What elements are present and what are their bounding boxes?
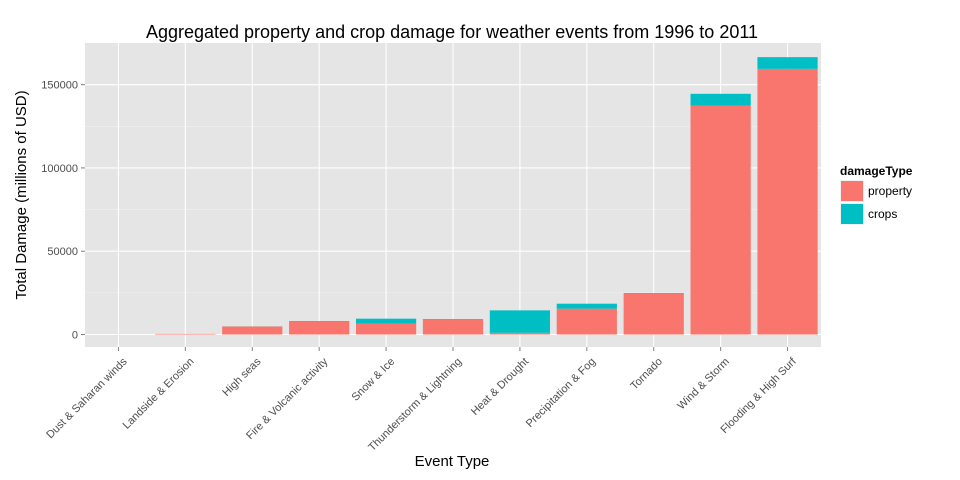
bar-crops [422,319,484,321]
x-tick-label: Dust & Saharan winds [44,355,130,441]
bar-property [222,326,283,335]
y-tick-label: 50000 [47,246,78,258]
bar-property [155,333,216,335]
bar-crops [355,318,417,324]
bar-property [623,293,684,335]
bar-property [489,332,551,335]
legend-label: crops [868,207,897,221]
legend-swatch-crops [841,204,863,224]
bar-property [289,321,350,335]
legend-title: damageType [840,164,913,178]
bar-crops [556,303,617,309]
bar-property [690,105,751,335]
y-tick-label: 0 [72,330,78,342]
bar-property [422,320,484,335]
x-tick-label: Landside & Erosion [121,356,197,432]
x-tick-label: Flooding & High Surf [719,355,800,436]
bars [88,57,818,335]
bar-property [355,323,417,335]
x-axis-title: Event Type [415,453,490,470]
y-tick-label: 100000 [41,163,78,175]
chart-title: Aggregated property and crop damage for … [146,22,758,42]
y-tick-label: 150000 [41,80,78,92]
bar-crops [623,293,684,294]
x-tick-label: Snow & Ice [349,356,397,404]
legend-label: property [868,184,912,198]
x-tick-label: Tornado [628,356,665,393]
bar-crops [489,310,551,333]
bar-crops [289,321,350,322]
legend-swatch-property [841,181,863,201]
x-tick-label: Heat & Drought [469,356,531,418]
legend: damageType property crops [840,164,913,225]
x-tick-label: Wind & Storm [675,356,731,412]
bar-property [757,68,818,335]
grid-lines [85,43,821,347]
bar-crops [690,93,751,106]
y-axis: 0 50000 100000 150000 [41,80,85,342]
x-tick-label: Precipitation & Fog [524,356,598,430]
bar-property [556,308,617,335]
x-tick-label: High seas [220,355,263,398]
bar-crops [757,57,818,69]
y-axis-title: Total Damage (millions of USD) [13,90,30,299]
